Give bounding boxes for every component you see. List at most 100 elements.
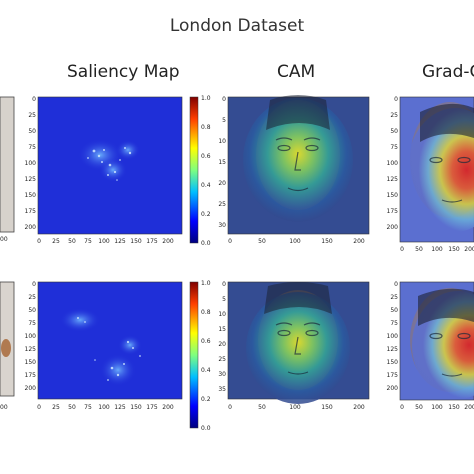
tick: 175 xyxy=(25,208,37,215)
col-title-cam: CAM xyxy=(277,62,316,82)
tick: 200 xyxy=(162,404,174,411)
tick: 0 xyxy=(37,404,41,411)
tick: 0.0 xyxy=(201,240,211,247)
tick: 200 xyxy=(25,385,37,392)
tick: 150 xyxy=(448,246,460,253)
cam-panel-top xyxy=(227,95,370,235)
tick: 200 xyxy=(464,246,474,253)
tick: 50 xyxy=(415,246,423,253)
tick: 0 xyxy=(400,246,404,253)
tick: 0.4 xyxy=(201,182,211,189)
tick: 75 xyxy=(28,144,36,151)
tick: 50 xyxy=(28,307,36,314)
tick: 150 xyxy=(25,192,37,199)
tick: 75 xyxy=(84,238,92,245)
tick: 150 xyxy=(387,359,399,366)
tick: 50 xyxy=(68,404,76,411)
tick: 50 xyxy=(390,307,398,314)
tick: 150 xyxy=(321,238,333,245)
tick: 0 xyxy=(394,96,398,103)
left-partial-bottom: 00 xyxy=(0,281,15,411)
tick: 175 xyxy=(146,404,158,411)
tick: 0.2 xyxy=(201,396,211,403)
tick: 175 xyxy=(387,372,399,379)
tick: 0 xyxy=(222,96,226,103)
tick: 20 xyxy=(218,180,226,187)
tick: 175 xyxy=(146,238,158,245)
tick: 125 xyxy=(25,346,37,353)
tick: 50 xyxy=(68,238,76,245)
tick: 0 xyxy=(228,238,232,245)
tick: 150 xyxy=(387,192,399,199)
tick: 75 xyxy=(390,144,398,151)
tick: 150 xyxy=(321,404,333,411)
tick: 125 xyxy=(387,176,399,183)
tick: 0 xyxy=(32,281,36,288)
tick: 175 xyxy=(25,372,37,379)
colorbar-top: 1.0 0.8 0.6 0.4 0.2 0.0 xyxy=(189,95,211,247)
tick: 125 xyxy=(387,346,399,353)
tick: 0.6 xyxy=(201,153,211,160)
tick: 50 xyxy=(258,404,266,411)
tick: 200 xyxy=(387,224,399,231)
gradcam-panel-bottom xyxy=(399,281,474,401)
tick: 25 xyxy=(28,112,36,119)
tick: 125 xyxy=(114,238,126,245)
left-partial-tick-bottom: 00 xyxy=(0,404,8,411)
tick: 200 xyxy=(25,224,37,231)
tick: 150 xyxy=(130,404,142,411)
tick: 0.8 xyxy=(201,309,211,316)
tick: 0 xyxy=(37,238,41,245)
tick: 50 xyxy=(258,238,266,245)
tick: 100 xyxy=(289,238,301,245)
tick: 25 xyxy=(218,201,226,208)
tick: 25 xyxy=(52,404,60,411)
tick: 100 xyxy=(289,404,301,411)
tick: 0.0 xyxy=(201,425,211,432)
tick: 100 xyxy=(98,238,110,245)
tick: 0.2 xyxy=(201,211,211,218)
tick: 100 xyxy=(25,160,37,167)
saliency-yticks-top: 0 25 50 75 100 125 150 175 200 xyxy=(25,96,37,231)
tick: 100 xyxy=(25,333,37,340)
tick: 25 xyxy=(52,238,60,245)
tick: 75 xyxy=(28,320,36,327)
tick: 100 xyxy=(98,404,110,411)
cam-panel-bottom xyxy=(227,281,370,404)
tick: 200 xyxy=(353,238,365,245)
tick: 150 xyxy=(25,359,37,366)
tick: 100 xyxy=(387,160,399,167)
tick: 200 xyxy=(387,385,399,392)
saliency-xticks-bottom: 0 25 50 75 100 125 150 175 200 xyxy=(37,404,174,411)
tick: 75 xyxy=(390,320,398,327)
tick: 175 xyxy=(387,208,399,215)
tick: 100 xyxy=(387,333,399,340)
saliency-yticks-bottom: 0 25 50 75 100 125 150 175 200 xyxy=(25,281,37,392)
tick: 30 xyxy=(218,222,226,229)
tick: 1.0 xyxy=(201,95,211,102)
tick: 0 xyxy=(228,404,232,411)
gradcam-xticks-bottom: 0 50 100 150 200 xyxy=(400,404,474,411)
tick: 5 xyxy=(222,117,226,124)
col-title-gradcam: Grad-C xyxy=(422,62,474,82)
gradcam-yticks-bottom: 0 25 50 75 100 125 150 175 200 xyxy=(387,281,399,392)
tick: 1.0 xyxy=(201,280,211,287)
tick: 50 xyxy=(390,128,398,135)
tick: 200 xyxy=(353,404,365,411)
tick: 10 xyxy=(218,138,226,145)
cam-yticks-bottom: 0 5 10 15 20 25 30 35 xyxy=(218,281,226,393)
tick: 10 xyxy=(218,311,226,318)
figure-title: London Dataset xyxy=(169,16,305,36)
tick: 125 xyxy=(25,176,37,183)
tick: 15 xyxy=(218,326,226,333)
tick: 25 xyxy=(28,294,36,301)
tick: 0 xyxy=(32,96,36,103)
tick: 75 xyxy=(84,404,92,411)
tick: 30 xyxy=(218,371,226,378)
saliency-panel-bottom xyxy=(37,281,183,400)
tick: 0 xyxy=(394,281,398,288)
tick: 50 xyxy=(415,404,423,411)
cam-yticks-top: 0 5 10 15 20 25 30 xyxy=(218,96,226,229)
col-title-saliency: Saliency Map xyxy=(67,62,180,82)
